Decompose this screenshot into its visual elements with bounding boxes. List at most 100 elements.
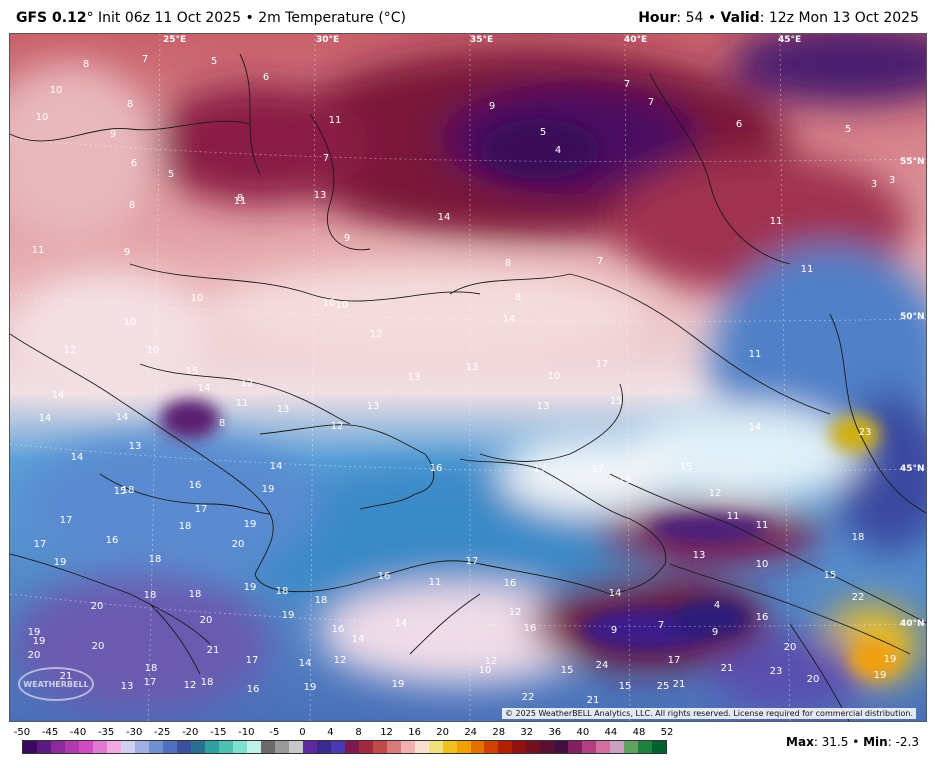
temperature-value: 20 bbox=[28, 650, 41, 661]
colorbar-segment bbox=[400, 741, 415, 753]
colorbar-segment bbox=[540, 741, 555, 753]
temperature-value: 17 bbox=[466, 556, 479, 567]
temperature-value: 21 bbox=[587, 695, 600, 706]
temperature-value: 20 bbox=[232, 539, 245, 550]
temperature-value: 9 bbox=[344, 233, 350, 244]
temperature-value: 12 bbox=[184, 680, 197, 691]
temperature-value: 20 bbox=[784, 642, 797, 653]
temperature-value: 9 bbox=[712, 627, 718, 638]
colorbar-tick-label: -45 bbox=[41, 727, 59, 738]
temperature-value: 5 bbox=[211, 56, 217, 67]
temperature-value: 16 bbox=[189, 480, 202, 491]
temperature-value: 18 bbox=[276, 586, 289, 597]
temperature-value: 19 bbox=[282, 610, 295, 621]
colorbar-segment bbox=[652, 741, 667, 753]
temperature-value: 11 bbox=[234, 196, 247, 207]
temperature-value: 17 bbox=[60, 515, 73, 526]
temperature-value: 18 bbox=[201, 677, 214, 688]
temperature-value: 9 bbox=[489, 101, 495, 112]
colorbar-segment bbox=[638, 741, 653, 753]
temperature-value: 10 bbox=[323, 298, 336, 309]
temperature-value: 13 bbox=[466, 362, 479, 373]
temperature-value: 16 bbox=[504, 578, 517, 589]
temperature-value: 10 bbox=[548, 371, 561, 382]
temperature-value: 11 bbox=[756, 520, 769, 531]
colorbar-segment bbox=[218, 741, 233, 753]
temperature-value: 7 bbox=[323, 153, 329, 164]
temperature-value: 15 bbox=[186, 366, 199, 377]
colorbar-segment bbox=[610, 741, 625, 753]
lat-label: 40°N bbox=[900, 619, 925, 629]
temperature-value: 13 bbox=[277, 404, 290, 415]
temperature-value: 17 bbox=[144, 677, 157, 688]
colorbar-tick-label: -5 bbox=[269, 727, 280, 738]
temperature-value: 12 bbox=[370, 329, 383, 340]
temperature-value: 14 bbox=[438, 212, 451, 223]
temperature-value: 6 bbox=[736, 119, 742, 130]
temperature-value: 8 bbox=[237, 193, 243, 204]
colorbar-segment bbox=[344, 741, 359, 753]
temperature-value: 12 bbox=[334, 655, 347, 666]
temperature-value: 18 bbox=[189, 589, 202, 600]
temperature-value: 14 bbox=[52, 390, 65, 401]
temperature-value: 16 bbox=[524, 623, 537, 634]
temperature-value: 5 bbox=[168, 169, 174, 180]
colorbar-segment bbox=[120, 741, 135, 753]
temperature-value: 11 bbox=[429, 577, 442, 588]
temperature-value: 7 bbox=[658, 620, 664, 631]
temperature-value: 8 bbox=[83, 59, 89, 70]
temperature-value: 12 bbox=[485, 656, 498, 667]
colorbar-tick-label: 16 bbox=[408, 727, 421, 738]
temperature-value: 16 bbox=[430, 463, 443, 474]
temperature-value: 11 bbox=[770, 216, 783, 227]
temperature-value: 3 bbox=[889, 175, 895, 186]
temperature-value: 11 bbox=[329, 115, 342, 126]
temperature-value: 17 bbox=[596, 359, 609, 370]
temperature-value: 21 bbox=[673, 679, 686, 690]
temperature-value: 19 bbox=[262, 484, 275, 495]
colorbar-tick-label: 8 bbox=[355, 727, 362, 738]
temperature-value: 7 bbox=[648, 97, 654, 108]
temperature-value: 20 bbox=[92, 641, 105, 652]
colorbar-segment bbox=[36, 741, 51, 753]
colorbar-tick-label: 52 bbox=[660, 727, 674, 738]
temperature-value: 7 bbox=[142, 54, 148, 65]
field-name: 2m Temperature (°C) bbox=[258, 10, 407, 26]
temperature-value: 17 bbox=[668, 655, 681, 666]
temperature-value: 18 bbox=[122, 485, 135, 496]
lat-label: 50°N bbox=[900, 312, 925, 322]
temperature-value: 17 bbox=[34, 539, 47, 550]
temperature-value: 14 bbox=[352, 634, 365, 645]
temperature-value: 22 bbox=[522, 692, 535, 703]
temperature-value: 18 bbox=[149, 554, 162, 565]
temperature-value: 19 bbox=[304, 682, 317, 693]
temperature-value: 16 bbox=[106, 535, 119, 546]
temperature-value: 13 bbox=[121, 681, 134, 692]
temperature-value: 8 bbox=[219, 418, 225, 429]
temperature-value: 17 bbox=[195, 504, 208, 515]
lat-label: 55°N bbox=[900, 157, 925, 167]
weatherbell-logo: WEATHERBELL bbox=[18, 667, 94, 701]
colorbar-segment bbox=[442, 741, 457, 753]
forecast-hour: : 54 • bbox=[676, 10, 721, 26]
temperature-value: 20 bbox=[91, 601, 104, 612]
temperature-value: 17 bbox=[592, 464, 605, 475]
colorbar-tick-label: -20 bbox=[182, 727, 199, 738]
temperature-value: 15 bbox=[619, 681, 632, 692]
colorbar-segment bbox=[456, 741, 471, 753]
colorbar-tick-label: -30 bbox=[126, 727, 143, 738]
valid-time: Hour: 54 • Valid: 12z Mon 13 Oct 2025 bbox=[638, 10, 919, 26]
colorbar-segment bbox=[50, 741, 65, 753]
colorbar-tick-label: -50 bbox=[13, 727, 31, 738]
temperature-value: 10 bbox=[336, 300, 349, 311]
temperature-value: 4 bbox=[555, 145, 561, 156]
colorbar-tick-label: 36 bbox=[548, 727, 562, 738]
graticule bbox=[10, 34, 926, 721]
temperature-map[interactable]: 25°E 30°E 35°E 40°E 45°E 55°N 50°N 45°N … bbox=[9, 33, 927, 722]
lon-label: 30°E bbox=[316, 35, 339, 45]
temperature-value: 4 bbox=[714, 600, 720, 611]
colorbar-segment bbox=[484, 741, 499, 753]
colorbar-segment bbox=[23, 741, 37, 753]
valid-date: : 12z Mon 13 Oct 2025 bbox=[759, 10, 919, 26]
temperature-value: 14 bbox=[395, 618, 408, 629]
